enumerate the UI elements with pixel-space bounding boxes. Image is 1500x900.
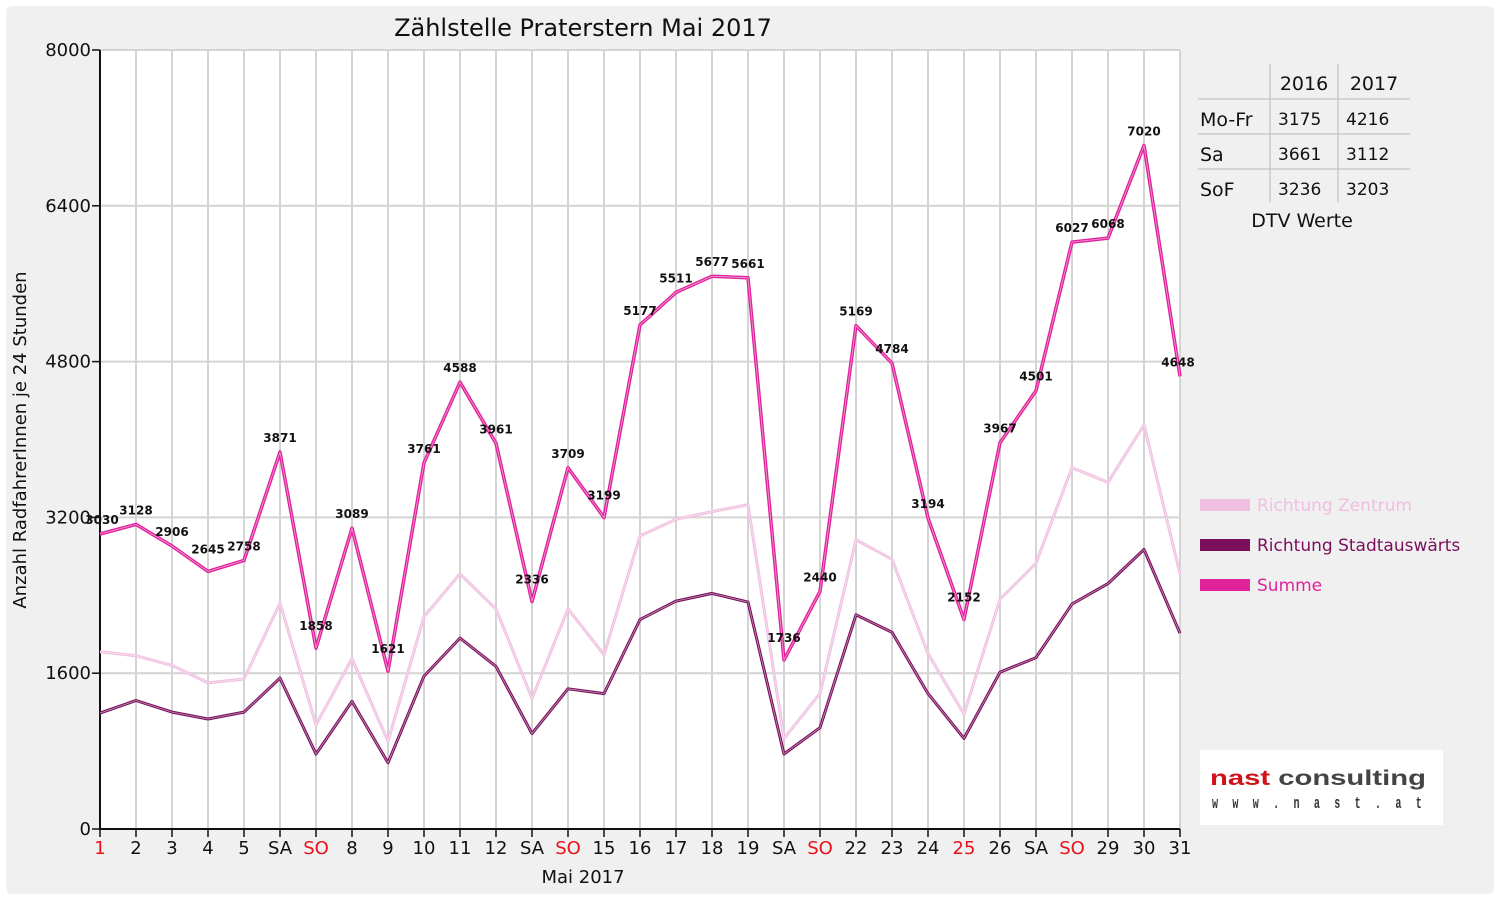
x-tick-label: 3 [166,838,177,859]
x-tick-label: 10 [413,838,436,859]
data-label: 3761 [407,442,440,456]
data-label: 5177 [623,304,656,318]
dtv-header: 2017 [1350,73,1398,95]
x-tick-label: 12 [485,838,508,859]
logo-wordmark: nast consulting [1210,767,1426,790]
series-highlight-2 [99,143,1181,672]
data-label: 3961 [479,422,512,436]
dtv-cell: 3203 [1346,180,1389,200]
data-label: 2440 [803,570,836,584]
data-label: 5169 [839,305,872,319]
x-tick-label: 29 [1097,838,1120,859]
y-tick-label: 8000 [45,40,91,61]
dtv-row-label: SoF [1200,179,1235,201]
legend-swatch [1200,579,1250,591]
legend-label: Richtung Zentrum [1257,496,1412,516]
data-label: 5511 [659,271,692,285]
data-label: 2336 [515,573,548,587]
dtv-caption: DTV Werte [1251,210,1353,232]
dtv-cell: 3661 [1278,145,1321,165]
legend-swatch [1200,499,1250,511]
data-label: 2758 [227,539,260,553]
x-tick-label: 19 [737,838,760,859]
data-label: 4784 [875,342,908,356]
x-tick-label: 18 [701,838,724,859]
data-label: 5677 [695,255,728,269]
dtv-header: 2016 [1280,73,1328,95]
dtv-cell: 3112 [1346,145,1389,165]
x-tick-label: SA [520,838,545,859]
x-tick-label: 8 [346,838,357,859]
x-tick-label: 5 [238,838,249,859]
data-label: 5661 [731,257,764,271]
data-label: 6027 [1055,221,1088,235]
x-tick-label: 25 [953,838,976,859]
x-tick-label: 15 [593,838,616,859]
x-tick-label: 17 [665,838,688,859]
dtv-row-label: Mo-Fr [1200,109,1253,131]
x-axis-label: Mai 2017 [541,867,624,888]
x-tick-label: 2 [130,838,141,859]
x-tick-label: 11 [449,838,472,859]
series-highlight-1 [99,548,1181,764]
dtv-row-label: Sa [1200,144,1224,166]
x-tick-label: SA [772,838,797,859]
data-label: 6068 [1091,217,1124,231]
data-label: 3709 [551,447,584,461]
data-label: 1621 [371,642,404,656]
data-label: 3030 [85,513,118,527]
x-tick-label: 23 [881,838,904,859]
y-tick-label: 0 [80,819,91,840]
dtv-cell: 3175 [1278,110,1321,130]
data-label: 3871 [263,431,296,445]
data-label: 2645 [191,542,224,556]
data-label: 7020 [1127,124,1160,138]
logo-box [1200,750,1443,825]
data-label: 2906 [155,525,188,539]
x-tick-label: SA [268,838,293,859]
data-label: 3967 [983,422,1016,436]
y-tick-label: 4800 [45,352,91,373]
x-tick-label: SA [1024,838,1049,859]
data-label: 4588 [443,361,476,375]
x-tick-label: 24 [917,838,940,859]
x-tick-label: 9 [382,838,393,859]
chart-title: Zählstelle Praterstern Mai 2017 [394,14,772,42]
y-tick-label: 6400 [45,196,91,217]
x-tick-label: 16 [629,838,652,859]
data-label: 2152 [947,590,980,604]
data-label: 4501 [1019,370,1052,384]
data-label: 4648 [1161,355,1194,369]
data-label: 3199 [587,488,620,502]
y-tick-label: 1600 [45,663,91,684]
legend-label: Summe [1257,576,1322,596]
x-tick-label: 31 [1169,838,1192,859]
dtv-cell: 3236 [1278,180,1321,200]
data-label: 3128 [119,503,152,517]
x-tick-label: SO [807,838,833,859]
x-tick-label: 22 [845,838,868,859]
data-label: 1858 [299,619,332,633]
dtv-cell: 4216 [1346,110,1389,130]
logo-url: w w w . n a s t . a t [1212,795,1426,814]
y-axis-label: Anzahl RadfahrerInnen je 24 Stunden [10,271,31,608]
logo-name-gray: consulting [1278,767,1426,790]
logo-name-red: nast [1210,767,1278,790]
legend-swatch [1200,539,1250,551]
data-label: 3194 [911,497,944,511]
legend-label: Richtung Stadtauswärts [1257,536,1460,556]
x-tick-label: 26 [989,838,1012,859]
x-tick-label: SO [1059,838,1085,859]
y-tick-label: 3200 [45,507,91,528]
x-tick-label: 1 [94,838,105,859]
series-highlight-0 [99,423,1181,743]
x-tick-label: SO [303,838,329,859]
x-tick-label: SO [555,838,581,859]
x-tick-label: 30 [1133,838,1156,859]
data-label: 1736 [767,631,800,645]
data-label: 3089 [335,507,368,521]
x-tick-label: 4 [202,838,213,859]
